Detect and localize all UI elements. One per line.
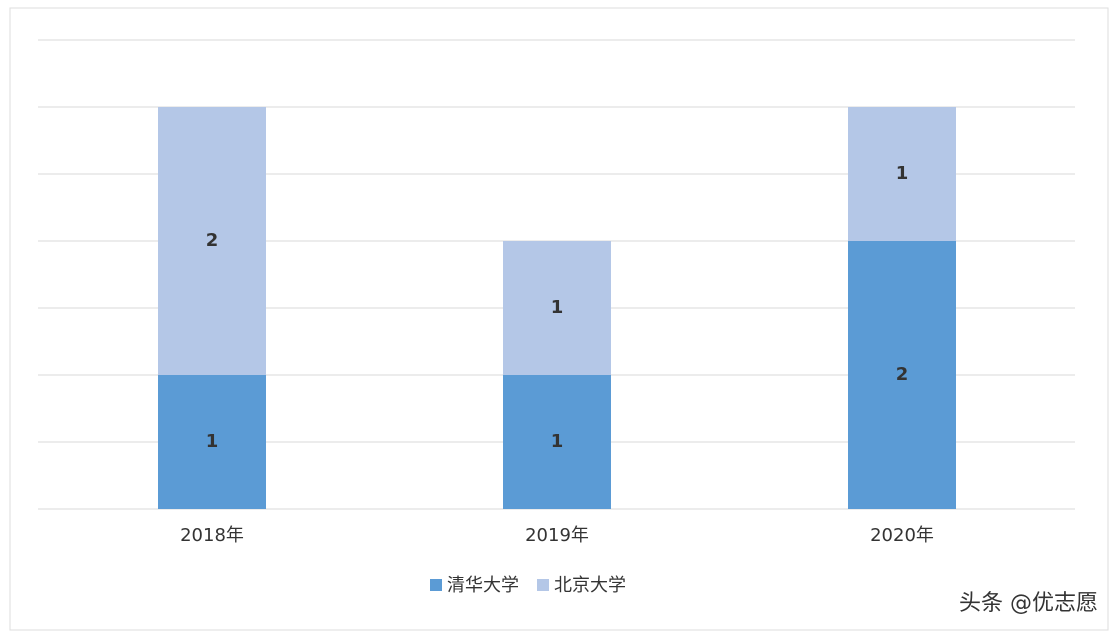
x-tick-label: 2019年 (525, 525, 589, 546)
data-label: 1 (206, 431, 219, 452)
bar-segment (503, 375, 611, 509)
x-tick-label: 2018年 (180, 525, 244, 546)
bar-segment (848, 107, 956, 241)
x-tick-label: 2020年 (870, 525, 934, 546)
data-label: 2 (896, 364, 909, 385)
watermark: 头条 @优志愿 (959, 591, 1098, 616)
legend-label: 清华大学 (447, 575, 519, 596)
data-label: 2 (206, 230, 219, 251)
data-label: 1 (896, 163, 909, 184)
legend-swatch (537, 579, 549, 591)
legend-swatch (430, 579, 442, 591)
legend-label: 北京大学 (554, 575, 626, 596)
data-label: 1 (551, 297, 564, 318)
bar-segment (158, 375, 266, 509)
bar-segment (158, 107, 266, 375)
bar-segment (503, 241, 611, 375)
bar-segment (848, 241, 956, 509)
data-label: 1 (551, 431, 564, 452)
